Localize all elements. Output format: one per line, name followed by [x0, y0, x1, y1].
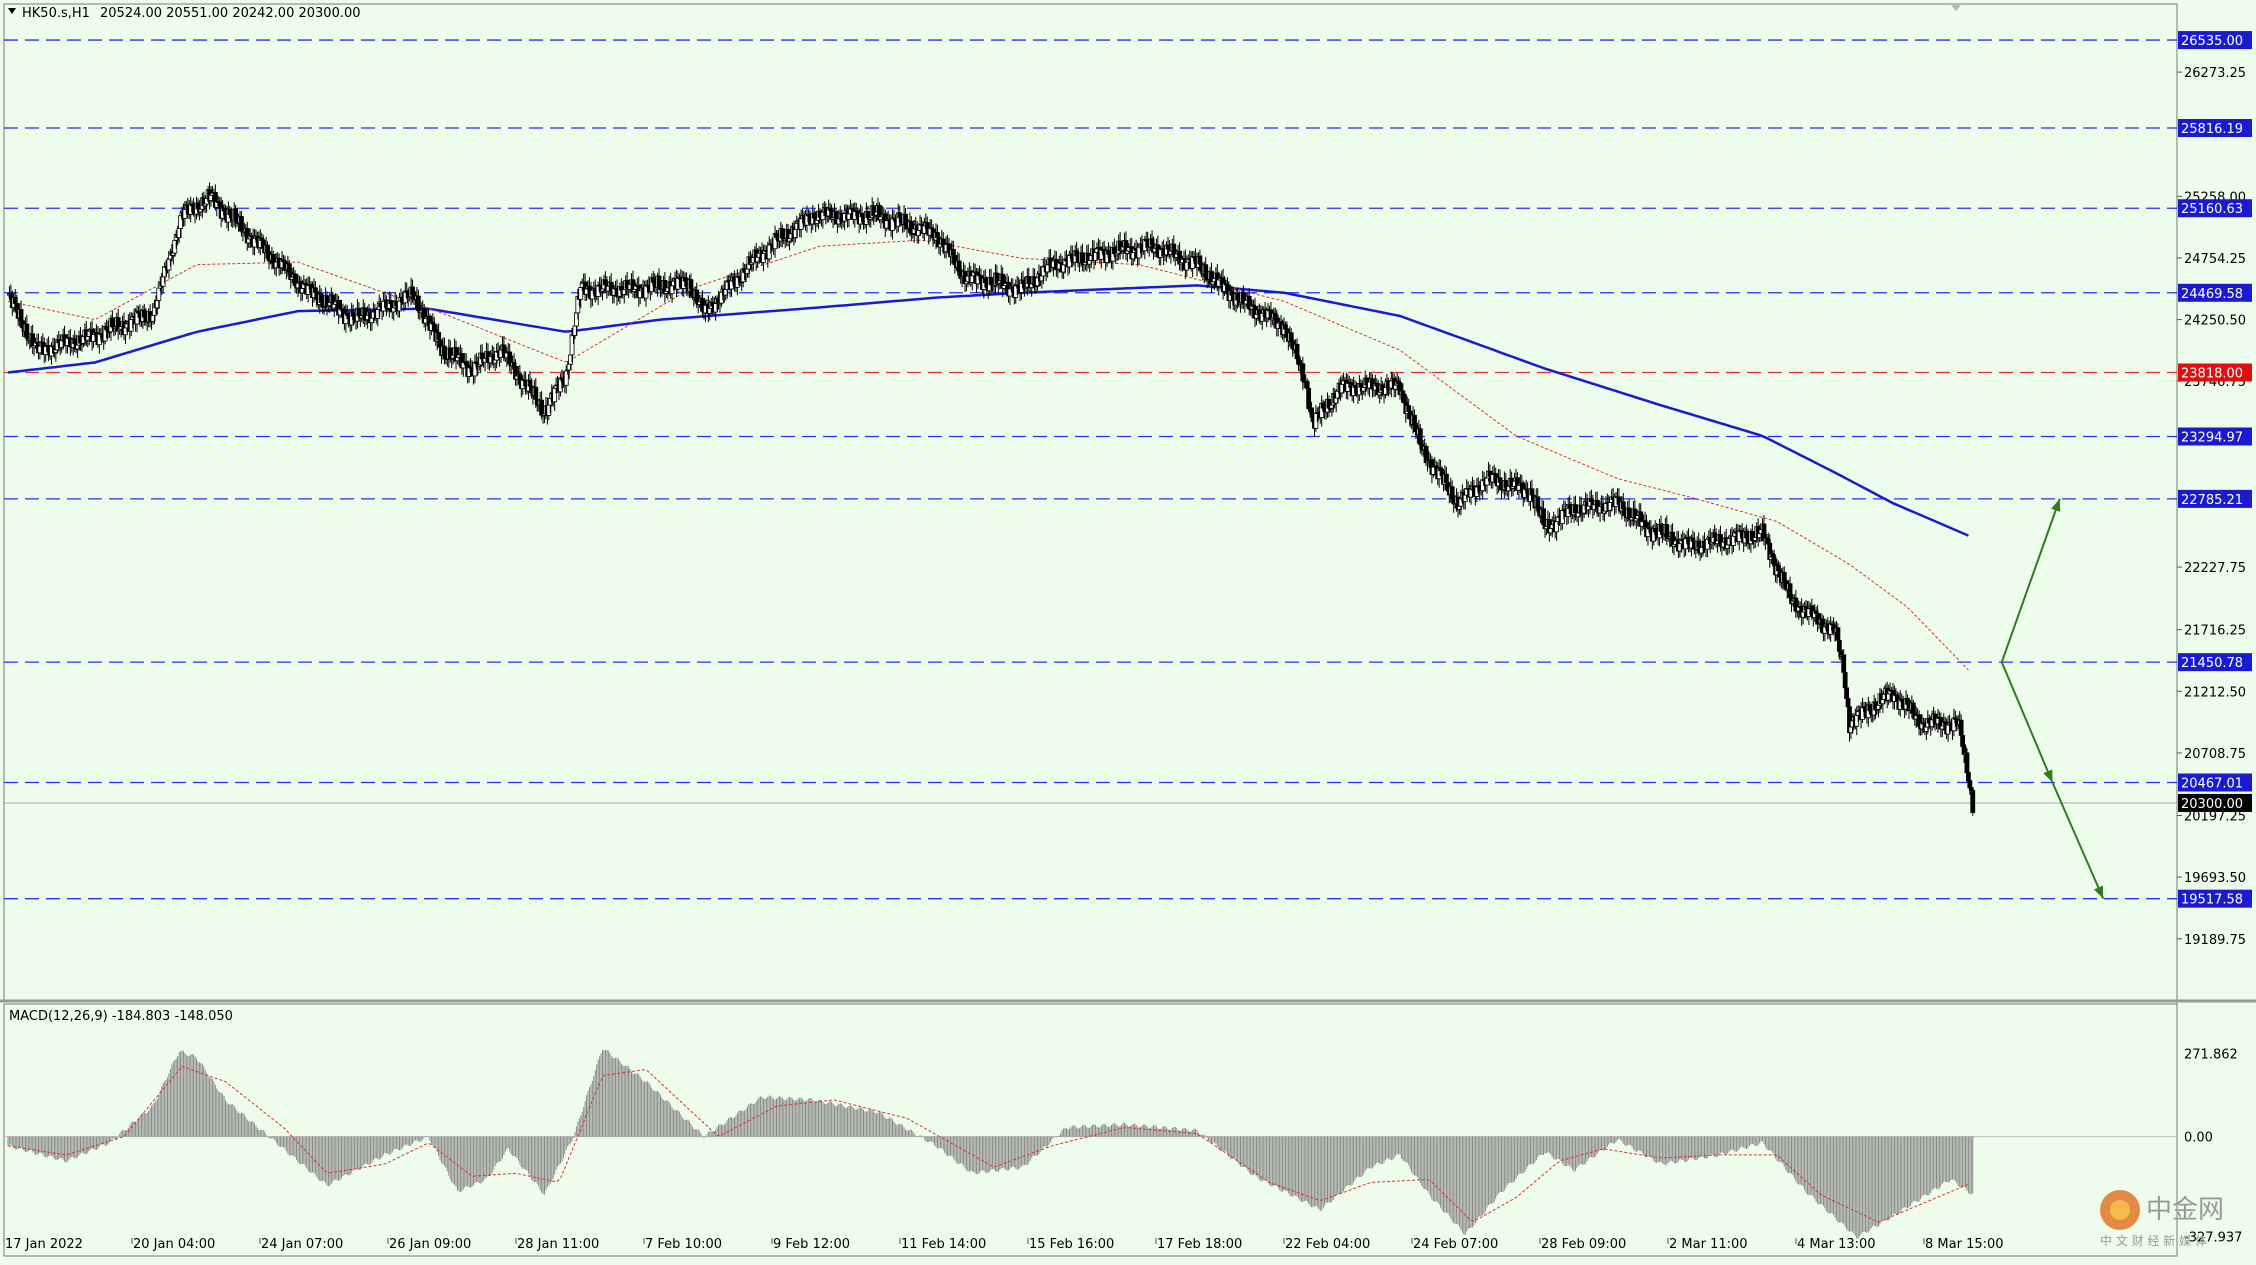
level-price-label: 23294.97 [2181, 430, 2243, 445]
time-tick-label: 7 Feb 10:00 [645, 1237, 722, 1252]
level-price-label: 25816.19 [2181, 122, 2243, 137]
price-tick-label: 20197.25 [2184, 810, 2246, 825]
level-price-label: 26535.00 [2181, 34, 2243, 49]
candle-bear [1970, 790, 1976, 813]
ma-fast-line [7, 239, 1969, 671]
level-price-labels: 26535.00 25816.19 25160.63 24469.58 23818.00… [2178, 31, 2252, 908]
price-tick-label: 26273.25 [2184, 66, 2246, 81]
time-tick-label: 8 Mar 15:00 [1925, 1237, 2004, 1252]
macd-tick-label: -327.937 [2184, 1231, 2242, 1246]
ohlc-readout: 20524.00 20551.00 20242.00 20300.00 [100, 6, 361, 21]
projection-arrow-shaft [2000, 498, 2061, 663]
time-tick-label: 24 Jan 07:00 [261, 1237, 343, 1252]
macd-signal-line [7, 1065, 1971, 1223]
macd-label: MACD(12,26,9) -184.803 -148.050 [9, 1009, 233, 1024]
level-price-label: 23818.00 [2181, 367, 2243, 382]
watermark-logo: 中金网 中 文 财 经 新 媒 体 [2100, 1190, 2224, 1248]
level-label-box [2178, 889, 2252, 908]
level-label-box [2178, 31, 2252, 50]
projection-arrow-head [2093, 885, 2104, 899]
projection-arrow-head [2051, 498, 2061, 512]
price-axis: 26273.2525258.0024754.2524250.5023746.75… [2177, 66, 2246, 948]
macd-tick-label: 271.862 [2184, 1048, 2238, 1063]
price-tick-label: 19189.75 [2184, 933, 2246, 948]
time-tick-label: 24 Feb 07:00 [1413, 1237, 1498, 1252]
time-tick-label: 15 Feb 16:00 [1029, 1237, 1114, 1252]
time-tick-label: 20 Jan 04:00 [133, 1237, 215, 1252]
projection-arrow-head [2043, 769, 2053, 783]
watermark-subtitle: 中 文 财 经 新 媒 体 [2100, 1233, 2207, 1248]
price-tick-label: 24754.25 [2184, 252, 2246, 267]
macd-tick-label: 0.00 [2184, 1131, 2213, 1146]
symbol-dropdown-icon[interactable] [8, 8, 16, 14]
time-tick-label: 17 Feb 18:00 [1157, 1237, 1242, 1252]
level-price-label: 25160.63 [2181, 202, 2243, 217]
horizontal-levels [4, 39, 2177, 900]
level-label-box [2178, 653, 2252, 672]
level-label-box [2178, 489, 2252, 508]
price-tick-label: 19693.50 [2184, 871, 2246, 886]
time-tick-label: 4 Mar 13:00 [1797, 1237, 1876, 1252]
time-tick-label: 17 Jan 2022 [5, 1237, 83, 1252]
candlesticks [7, 182, 1976, 816]
level-label-box [2178, 363, 2252, 382]
level-label-box [2178, 773, 2252, 792]
level-label-box [2178, 199, 2252, 218]
chart-shift-icon[interactable] [1950, 4, 1962, 11]
level-label-box [2178, 283, 2252, 302]
current-price-label: 20300.00 [2181, 797, 2243, 812]
level-price-label: 20467.01 [2181, 777, 2243, 792]
symbol-label: HK50.s,H1 [22, 6, 90, 21]
level-price-label: 22785.21 [2181, 493, 2243, 508]
level-price-label: 21450.78 [2181, 656, 2243, 671]
price-tick-label: 20708.75 [2184, 747, 2246, 762]
time-tick-label: 11 Feb 14:00 [901, 1237, 986, 1252]
level-price-label: 19517.58 [2181, 893, 2243, 908]
time-tick-label: 22 Feb 04:00 [1285, 1237, 1370, 1252]
current-price-box [2178, 793, 2252, 812]
time-axis: 17 Jan 2022 20 Jan 04:00 24 Jan 07:00 26 Ja… [3, 1237, 2004, 1252]
price-tick-label: 21212.50 [2184, 685, 2246, 700]
level-label-box [2178, 427, 2252, 446]
watermark-brand: 中金网 [2146, 1195, 2224, 1225]
time-tick-label: 9 Feb 12:00 [773, 1237, 850, 1252]
projection-arrows [2000, 498, 2105, 900]
macd-indicator: 271.862 0.00 -327.937 [4, 1048, 2242, 1246]
price-tick-label: 24250.50 [2184, 314, 2246, 329]
projection-arrow-shaft [2000, 661, 2054, 783]
time-tick-label: 2 Mar 11:00 [1669, 1237, 1748, 1252]
time-tick-label: 26 Jan 09:00 [389, 1237, 471, 1252]
price-tick-label: 22227.75 [2184, 561, 2246, 576]
projection-arrow-shaft [2051, 782, 2105, 900]
time-tick-label: 28 Feb 09:00 [1541, 1237, 1626, 1252]
level-label-box [2178, 119, 2252, 138]
time-tick-label: 28 Jan 11:00 [517, 1237, 599, 1252]
level-price-label: 24469.58 [2181, 287, 2243, 302]
price-tick-label: 21716.25 [2184, 624, 2246, 639]
